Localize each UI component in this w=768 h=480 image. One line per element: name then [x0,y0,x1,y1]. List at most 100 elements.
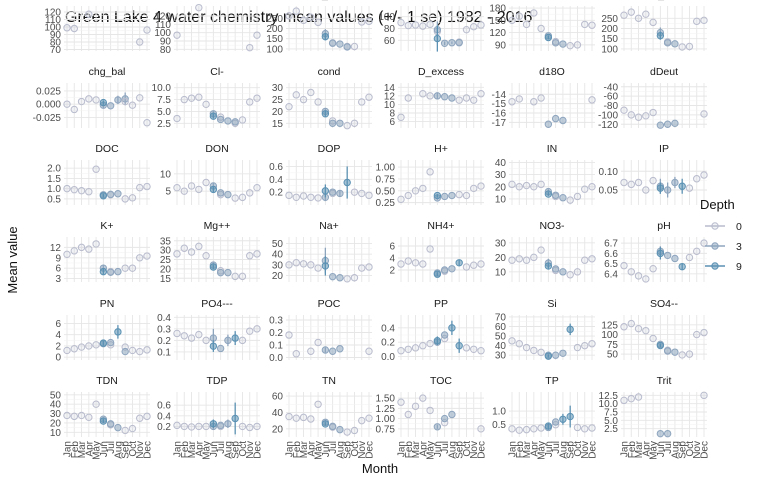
y-tick-label: 40 [272,250,284,261]
data-point [678,262,686,271]
data-point [238,193,247,202]
facet-title: TN [322,375,336,387]
data-point [551,265,560,273]
data-point [216,189,225,197]
y-tick-label: 0.1 [269,341,283,352]
data-point [63,100,71,108]
data-point [77,243,86,252]
data-point [426,20,434,29]
data-point [642,112,650,120]
data-point [128,194,137,202]
data-point [462,94,471,102]
y-tick-label: 10.0 [599,399,619,410]
data-point [455,39,463,47]
data-point [63,346,71,355]
data-point [173,250,181,258]
data-point [544,33,553,42]
facet-title: Si [547,298,556,310]
data-point [143,412,151,421]
x-tick-label: Jan [508,441,519,457]
facet-tn: TN 20 40 60 JanFebMarAprMayJunJulAugSepOctNo… [272,375,376,460]
y-tick-label: 0.4 [157,313,171,324]
data-point [477,347,485,355]
data-point [195,330,203,339]
data-point [678,351,686,359]
y-tick-label: 0.4 [157,411,171,422]
data-point [209,185,218,194]
data-point [350,274,359,282]
y-tick-label: -120 [598,120,618,131]
data-point [642,186,650,194]
y-tick-label: 9 [55,253,61,264]
data-point [649,334,657,343]
data-point [678,182,686,190]
data-point [85,10,93,18]
data-point [671,254,679,263]
x-tick-label: Oct [350,441,361,457]
x-tick-label: Jan [397,441,408,457]
y-tick-label: 2.0 [47,164,61,175]
data-point [551,418,560,426]
data-point [656,31,665,40]
data-point [136,347,144,356]
x-tick-label: Nov [692,441,703,459]
data-point [307,193,315,201]
y-tick-label: 30 [495,238,507,249]
data-point [656,341,665,350]
data-point [121,97,129,106]
data-point [620,323,628,331]
y-tick-label: 12 [384,91,396,102]
x-tick-label: Jul [663,441,674,454]
data-point [202,422,210,431]
data-point [515,183,523,191]
data-point [187,423,196,431]
data-point [92,165,100,173]
facet-nh4-: NH4+ 246 [389,220,485,282]
y-tick-label: 1.25 [376,404,396,415]
x-tick-label: May [92,441,103,460]
x-tick-label: Feb [404,441,415,459]
data-point [246,98,254,106]
facet-title: IN [547,143,558,155]
y-tick-label: 6 [389,117,395,128]
data-point [106,338,115,347]
data-point [343,178,351,187]
data-point [299,16,308,25]
facet-title: NO3- [539,220,565,232]
y-tick-label: 5 [165,187,171,198]
data-point [173,31,181,39]
data-point [419,22,427,30]
y-tick-label: 110 [155,20,171,31]
data-point [455,96,463,104]
data-point [477,260,485,268]
data-point [544,352,553,360]
data-point [128,101,137,109]
y-tick-label: 0.0 [381,352,395,363]
data-point [328,188,337,196]
data-point [336,40,344,48]
y-tick-label: 0.000 [36,100,61,111]
y-tick-label: 0.10 [599,167,619,178]
x-tick-label: Apr [641,440,652,456]
data-point [620,11,628,19]
y-tick-label: 0.75 [376,174,396,185]
data-point [70,412,78,421]
y-tick-label: 50 [272,239,284,250]
y-tick-label: 0.5 [47,194,61,205]
data-point [566,325,574,334]
data-point [285,412,293,421]
data-point [63,184,71,193]
x-tick-label: Jul [440,441,451,454]
y-tick-label: 2 [55,341,61,352]
x-tick-label: Sep [231,441,242,459]
data-point [106,190,115,199]
y-tick-label: 2.5 [157,119,171,130]
data-point [551,114,560,123]
data-point [285,191,293,200]
data-point [634,113,643,121]
y-tick-label: 1.50 [376,394,396,405]
data-point [253,94,261,102]
data-point [455,259,463,267]
